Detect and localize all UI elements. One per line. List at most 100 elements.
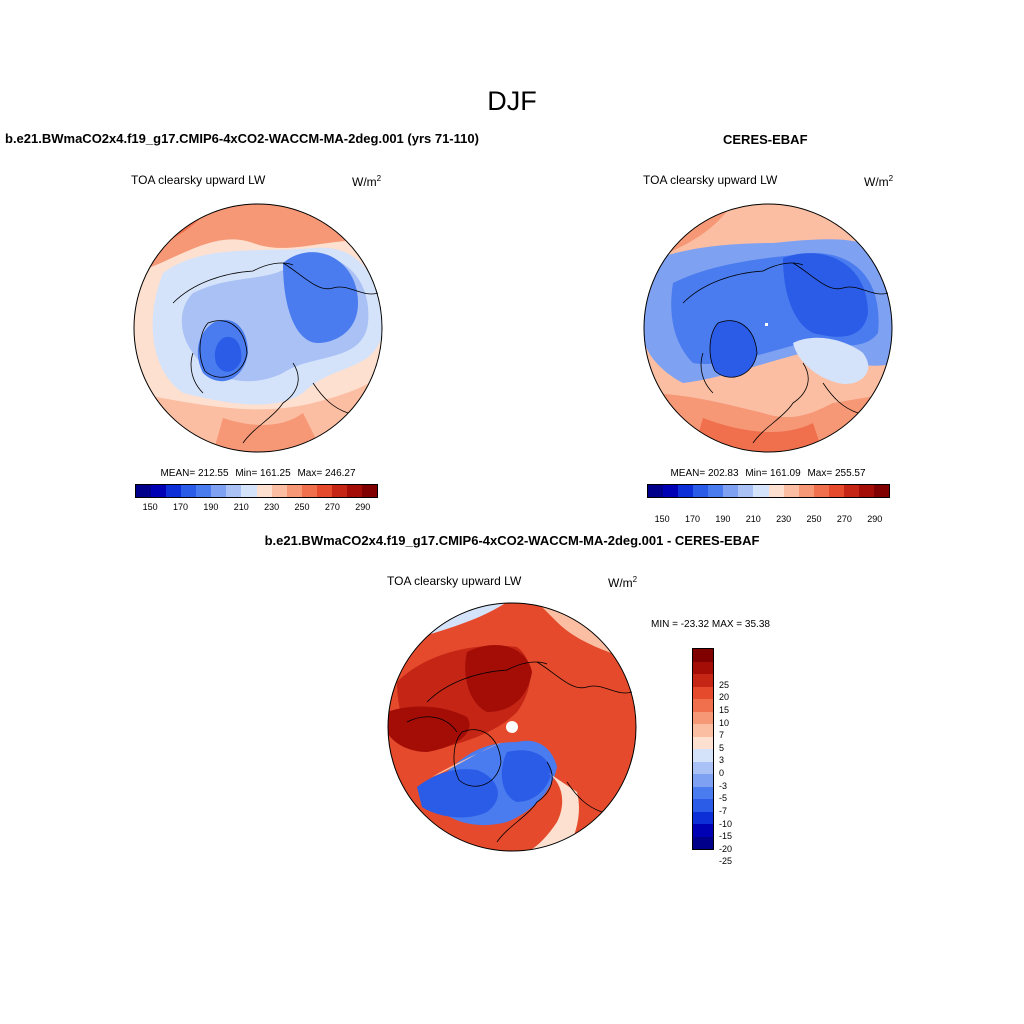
colorbar-tick-label: 230 <box>776 514 792 524</box>
colorbar-tick-label: -5 <box>719 793 728 804</box>
model-polar-map <box>133 203 383 453</box>
model-stats: MEAN= 212.55 Min= 161.25 Max= 246.27 <box>133 468 383 479</box>
colorbar-swatch <box>873 485 889 497</box>
colorbar-tick-label: 150 <box>654 514 670 524</box>
colorbar-swatch <box>693 811 713 824</box>
colorbar-tick-label: 250 <box>806 514 822 524</box>
colorbar-swatch <box>858 485 874 497</box>
obs-colorbar-ticks: 150 170 190 210 230 250 270 290 <box>647 514 890 526</box>
colorbar-swatch <box>693 686 713 699</box>
diff-polar-map <box>387 602 637 852</box>
colorbar-tick-label: 210 <box>233 502 249 512</box>
colorbar-tick-label: 150 <box>142 502 158 512</box>
diff-minmax: MIN = -23.32 MAX = 35.38 <box>651 619 770 630</box>
model-variable-label: TOA clearsky upward LW <box>131 173 266 187</box>
colorbar-swatch <box>331 485 347 497</box>
colorbar-swatch <box>783 485 799 497</box>
colorbar-swatch <box>693 674 713 687</box>
colorbar-swatch <box>798 485 814 497</box>
colorbar-tick-label: 170 <box>173 502 189 512</box>
colorbar-swatch <box>256 485 272 497</box>
obs-mean: MEAN= 202.83 <box>670 468 739 479</box>
colorbar-tick-label: -25 <box>719 856 733 867</box>
colorbar-tick-label: 25 <box>719 679 730 690</box>
colorbar-swatch <box>166 485 182 497</box>
colorbar-swatch <box>181 485 197 497</box>
colorbar-tick-label: 7 <box>719 730 725 741</box>
colorbar-swatch <box>693 485 709 497</box>
obs-stats: MEAN= 202.83 Min= 161.09 Max= 255.57 <box>643 468 893 479</box>
colorbar-swatch <box>678 485 694 497</box>
colorbar-swatch <box>723 485 739 497</box>
model-mean: MEAN= 212.55 <box>160 468 229 479</box>
colorbar-tick-label: -3 <box>719 780 728 791</box>
colorbar-swatch <box>693 761 713 774</box>
colorbar-swatch <box>241 485 257 497</box>
diff-panel-title: b.e21.BWmaCO2x4.f19_g17.CMIP6-4xCO2-WACC… <box>264 533 760 548</box>
colorbar-tick-label: 230 <box>264 502 280 512</box>
colorbar-swatch <box>828 485 844 497</box>
colorbar-swatch <box>768 485 784 497</box>
obs-min: Min= 161.09 <box>745 468 801 479</box>
colorbar-swatch <box>753 485 769 497</box>
obs-units-label: W/m2 <box>864 174 894 189</box>
colorbar-swatch <box>693 699 713 712</box>
colorbar-swatch <box>693 711 713 724</box>
colorbar-swatch <box>813 485 829 497</box>
colorbar-tick-label: 170 <box>685 514 701 524</box>
model-min: Min= 161.25 <box>235 468 291 479</box>
colorbar-swatch <box>286 485 302 497</box>
colorbar-swatch <box>316 485 332 497</box>
model-units-label: W/m2 <box>352 174 382 189</box>
colorbar-tick-label: 210 <box>745 514 761 524</box>
colorbar-swatch <box>708 485 724 497</box>
colorbar-swatch <box>693 824 713 837</box>
colorbar-swatch <box>196 485 212 497</box>
colorbar-swatch <box>226 485 242 497</box>
colorbar-swatch <box>211 485 227 497</box>
colorbar-tick-label: 3 <box>719 755 725 766</box>
colorbar-tick-label: 290 <box>867 514 883 524</box>
colorbar-tick-label: -20 <box>719 843 733 854</box>
colorbar-swatch <box>693 724 713 737</box>
colorbar-tick-label: 190 <box>203 502 219 512</box>
colorbar-swatch <box>693 799 713 812</box>
colorbar-swatch <box>843 485 859 497</box>
colorbar-swatch <box>738 485 754 497</box>
obs-colorbar <box>647 484 890 498</box>
colorbar-swatch <box>346 485 362 497</box>
model-panel-title: b.e21.BWmaCO2x4.f19_g17.CMIP6-4xCO2-WACC… <box>5 131 479 146</box>
colorbar-swatch <box>693 774 713 787</box>
colorbar-swatch <box>693 649 713 662</box>
diff-units-label: W/m2 <box>608 575 638 590</box>
colorbar-tick-label: -10 <box>719 818 733 829</box>
colorbar-swatch <box>271 485 287 497</box>
colorbar-swatch <box>663 485 679 497</box>
obs-polar-map <box>643 203 893 453</box>
obs-panel-title: CERES-EBAF <box>723 132 808 147</box>
colorbar-tick-label: 270 <box>836 514 852 524</box>
colorbar-tick-label: 270 <box>324 502 340 512</box>
colorbar-swatch <box>136 485 152 497</box>
figure-title: DJF <box>487 86 537 116</box>
colorbar-tick-label: 190 <box>715 514 731 524</box>
colorbar-swatch <box>361 485 377 497</box>
colorbar-tick-label: 0 <box>719 768 725 778</box>
colorbar-swatch <box>693 836 713 849</box>
colorbar-tick-label: 5 <box>719 742 725 753</box>
colorbar-tick-label: 250 <box>294 502 310 512</box>
obs-variable-label: TOA clearsky upward LW <box>643 173 778 187</box>
colorbar-swatch <box>693 736 713 749</box>
colorbar-swatch <box>693 661 713 674</box>
colorbar-tick-label: -15 <box>719 831 733 842</box>
model-colorbar <box>135 484 378 498</box>
colorbar-tick-label: -7 <box>719 805 728 816</box>
diff-colorbar-ticks: 25 20 15 10 7 5 3 0 -3 -5 -7 -10 -15 -20 -25 <box>719 672 759 874</box>
diff-colorbar <box>692 648 714 850</box>
obs-max: Max= 255.57 <box>807 468 866 479</box>
colorbar-tick-label: 15 <box>719 704 730 715</box>
colorbar-swatch <box>151 485 167 497</box>
diff-variable-label: TOA clearsky upward LW <box>387 574 522 588</box>
colorbar-tick-label: 20 <box>719 692 730 703</box>
colorbar-swatch <box>301 485 317 497</box>
